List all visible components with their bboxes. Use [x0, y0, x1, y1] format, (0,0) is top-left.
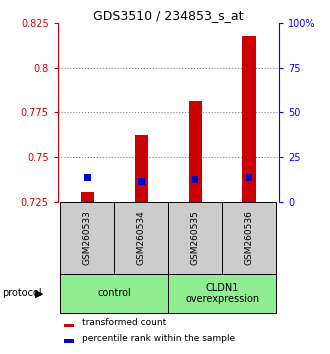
Text: GSM260535: GSM260535: [191, 210, 200, 265]
FancyBboxPatch shape: [60, 202, 115, 274]
Bar: [135, 135, 148, 202]
Bar: [192, 176, 199, 183]
Bar: [243, 35, 256, 202]
Text: CLDN1
overexpression: CLDN1 overexpression: [185, 282, 259, 304]
Text: ▶: ▶: [35, 289, 43, 298]
FancyBboxPatch shape: [60, 274, 168, 313]
Text: protocol: protocol: [2, 289, 41, 298]
Text: percentile rank within the sample: percentile rank within the sample: [82, 334, 235, 343]
FancyBboxPatch shape: [115, 202, 168, 274]
Title: GDS3510 / 234853_s_at: GDS3510 / 234853_s_at: [93, 9, 244, 22]
FancyBboxPatch shape: [222, 202, 276, 274]
FancyBboxPatch shape: [168, 202, 222, 274]
Text: transformed count: transformed count: [82, 318, 166, 327]
Bar: [64, 324, 74, 327]
Text: GSM260534: GSM260534: [137, 210, 146, 265]
Bar: [84, 174, 91, 181]
Text: control: control: [97, 289, 131, 298]
Bar: [246, 174, 252, 181]
Bar: [188, 101, 202, 202]
Bar: [138, 178, 145, 185]
Text: GSM260533: GSM260533: [83, 210, 92, 265]
Bar: [81, 192, 94, 202]
FancyBboxPatch shape: [168, 274, 276, 313]
Text: GSM260536: GSM260536: [245, 210, 254, 265]
Bar: [64, 339, 74, 343]
